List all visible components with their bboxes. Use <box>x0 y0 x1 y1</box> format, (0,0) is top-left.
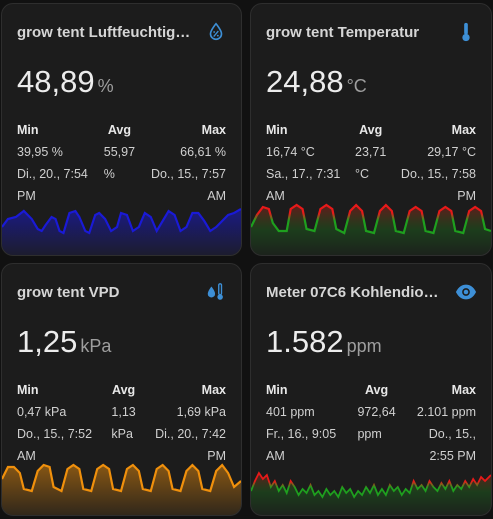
temperature-card[interactable]: grow tent Temperatur 24,88 °C Min 16,74 °… <box>250 3 492 256</box>
min-time-ampm: AM <box>266 189 285 203</box>
avg-column: Avg 23,71 °C <box>355 119 386 207</box>
max-time: Do., 15., 7:58 <box>400 167 476 181</box>
min-value: 39,95 % <box>17 145 63 159</box>
avg-unit: % <box>103 167 115 181</box>
card-title: grow tent Temperatur <box>266 24 420 41</box>
avg-column: Avg 55,97 % <box>104 119 135 207</box>
min-label: Min <box>17 383 39 397</box>
history-graph <box>251 191 491 255</box>
value-unit: kPa <box>80 336 112 356</box>
max-value: 29,17 °C <box>427 145 476 159</box>
vpd-card[interactable]: grow tent VPD 1,25 kPa Min 0,47 kPa Do., … <box>1 263 242 516</box>
avg-column: Avg 972,64 ppm <box>357 379 395 467</box>
min-time: Sa., 17., 7:31 <box>266 167 341 181</box>
max-time-ampm: 2:55 PM <box>429 449 476 463</box>
card-title: grow tent VPD <box>17 284 120 301</box>
avg-value: 55,97 <box>103 145 136 159</box>
max-time: Do., 15., 7:57 <box>150 167 226 181</box>
min-value: 16,74 °C <box>266 145 315 159</box>
value-number: 1,25 <box>17 324 78 359</box>
value-unit: °C <box>346 76 367 96</box>
co2-card[interactable]: Meter 07C6 Kohlendio… 1.582 ppm Min 401 p… <box>250 263 492 516</box>
avg-unit: ppm <box>357 427 382 441</box>
max-column: Max 2.101 ppm Do., 15., 2:55 PM <box>417 379 476 467</box>
min-value: 0,47 kPa <box>17 405 67 419</box>
avg-value: 23,71 <box>355 145 387 159</box>
sensor-value: 1.582 ppm <box>266 324 382 360</box>
avg-label: Avg <box>107 123 131 137</box>
sensor-value: 1,25 kPa <box>17 324 111 360</box>
value-number: 1.582 <box>266 324 344 359</box>
value-unit: ppm <box>346 336 382 356</box>
history-graph <box>2 191 241 255</box>
statistics: Min 16,74 °C Sa., 17., 7:31 AM Avg 23,71… <box>266 119 476 207</box>
history-graph <box>2 451 241 515</box>
sensor-value: 48,89% <box>17 64 114 100</box>
card-title: grow tent Luftfeuchtig… <box>17 24 191 41</box>
max-time: Do., 15., <box>428 427 476 441</box>
max-label: Max <box>451 123 476 137</box>
humidity-card[interactable]: grow tent Luftfeuchtig… 48,89% Min 39,95… <box>1 3 242 256</box>
max-column: Max 1,69 kPa Di., 20., 7:42 PM <box>155 379 226 467</box>
min-time: Fr., 16., 9:05 <box>266 427 337 441</box>
max-label: Max <box>201 123 226 137</box>
water-thermometer-icon <box>205 281 227 303</box>
max-time: Di., 20., 7:42 <box>155 427 226 441</box>
min-label: Min <box>17 123 39 137</box>
card-title: Meter 07C6 Kohlendio… <box>266 284 439 301</box>
sensor-value: 24,88 °C <box>266 64 367 100</box>
statistics: Min 401 ppm Fr., 16., 9:05 AM Avg 972,64… <box>266 379 476 467</box>
value-unit: % <box>97 76 114 96</box>
max-time-ampm: PM <box>457 189 476 203</box>
history-graph <box>251 451 491 515</box>
max-label: Max <box>201 383 226 397</box>
min-time-ampm: PM <box>17 189 36 203</box>
max-label: Max <box>451 383 476 397</box>
value-number: 24,88 <box>266 64 344 99</box>
max-column: Max 29,17 °C Do., 15., 7:58 PM <box>401 119 476 207</box>
value-number: 48,89 <box>17 64 95 99</box>
water-percent-icon <box>205 21 227 43</box>
thermometer-icon <box>455 21 477 43</box>
min-value: 401 ppm <box>266 405 315 419</box>
statistics: Min 0,47 kPa Do., 15., 7:52 AM Avg 1,13 … <box>17 379 226 467</box>
min-time-ampm: AM <box>17 449 36 463</box>
max-value: 66,61 % <box>180 145 226 159</box>
min-column: Min 401 ppm Fr., 16., 9:05 AM <box>266 379 336 467</box>
min-column: Min 16,74 °C Sa., 17., 7:31 AM <box>266 119 340 207</box>
avg-value: 1,13 <box>111 405 136 419</box>
avg-unit: °C <box>355 167 370 181</box>
avg-label: Avg <box>359 123 383 137</box>
avg-label: Avg <box>364 383 389 397</box>
min-label: Min <box>266 383 288 397</box>
min-column: Min 0,47 kPa Do., 15., 7:52 AM <box>17 379 92 467</box>
avg-column: Avg 1,13 kPa <box>111 379 135 467</box>
avg-value: 972,64 <box>357 405 396 419</box>
min-time-ampm: AM <box>266 449 285 463</box>
min-label: Min <box>266 123 288 137</box>
min-column: Min 39,95 % Di., 20., 7:54 PM <box>17 119 88 207</box>
statistics: Min 39,95 % Di., 20., 7:54 PM Avg 55,97 … <box>17 119 226 207</box>
min-time: Di., 20., 7:54 <box>17 167 88 181</box>
max-value: 2.101 ppm <box>416 405 476 419</box>
avg-label: Avg <box>112 383 136 397</box>
eye-icon <box>455 281 477 303</box>
avg-unit: kPa <box>111 427 133 441</box>
max-value: 1,69 kPa <box>176 405 226 419</box>
max-time-ampm: AM <box>207 189 226 203</box>
min-time: Do., 15., 7:52 <box>17 427 93 441</box>
max-time-ampm: PM <box>207 449 226 463</box>
max-column: Max 66,61 % Do., 15., 7:57 AM <box>151 119 226 207</box>
